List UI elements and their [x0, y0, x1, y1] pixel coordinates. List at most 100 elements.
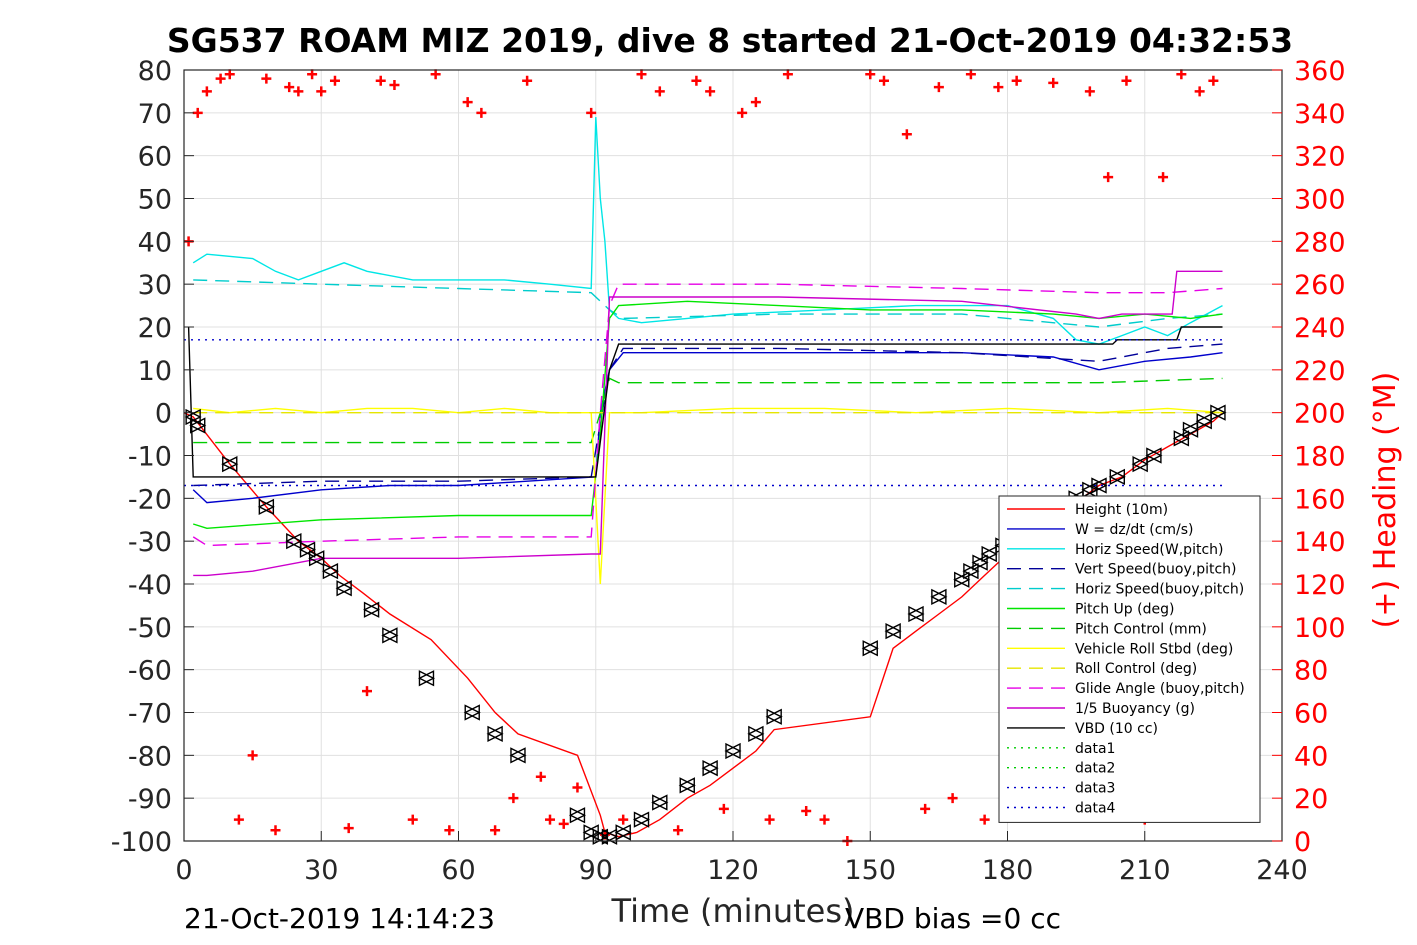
legend-label: Horiz Speed(W,pitch) — [1075, 542, 1223, 558]
vbd-marker — [381, 627, 399, 644]
vbd-marker — [765, 708, 783, 725]
heading-point — [1121, 75, 1132, 86]
vbd-marker — [614, 824, 632, 841]
y2-tick-label: 20 — [1294, 784, 1328, 815]
legend-label: Vert Speed(buoy,pitch) — [1075, 562, 1237, 578]
vbd-marker — [335, 580, 353, 597]
heading-point — [247, 750, 258, 761]
heading-point — [901, 129, 912, 140]
legend-label: data4 — [1075, 801, 1116, 817]
vbd-marker — [930, 588, 948, 605]
y-tick-label: 70 — [138, 99, 172, 130]
heading-point — [558, 818, 569, 829]
y2-tick-label: 80 — [1294, 656, 1328, 687]
heading-point — [224, 69, 235, 80]
series-line — [193, 343, 1223, 487]
heading-point — [362, 686, 372, 697]
y2-tick-label: 100 — [1294, 613, 1346, 644]
heading-point — [654, 86, 665, 97]
x-tick-label: 60 — [441, 855, 475, 886]
heading-point — [284, 82, 295, 93]
heading-point — [1084, 86, 1095, 97]
heading-point — [865, 69, 876, 80]
y2-tick-label: 200 — [1294, 399, 1346, 430]
vbd-marker — [568, 807, 587, 824]
vbd-marker — [980, 545, 998, 563]
heading-point — [691, 75, 702, 86]
heading-point — [965, 69, 976, 80]
heading-point — [444, 825, 455, 836]
vbd-marker — [486, 725, 504, 743]
x-tick-label: 210 — [1119, 855, 1171, 886]
heading-point — [618, 814, 629, 825]
legend-label: Height (10m) — [1075, 502, 1168, 518]
heading-point — [535, 771, 546, 782]
heading-point — [782, 69, 793, 80]
heading-point — [522, 75, 533, 86]
heading-point — [1194, 86, 1205, 97]
timestamp-footer: 21-Oct-2019 14:14:23 — [184, 902, 495, 935]
series-line — [193, 270, 1223, 577]
y-tick-label: 20 — [138, 313, 172, 344]
chart-title: SG537 ROAM MIZ 2019, dive 8 started 21-O… — [167, 21, 1293, 60]
y-tick-label: -90 — [128, 784, 172, 815]
heading-point — [233, 814, 244, 825]
vbd-marker — [1172, 430, 1190, 447]
heading-point — [737, 107, 748, 118]
y-tick-label: -40 — [128, 570, 172, 601]
heading-point — [476, 107, 487, 118]
heading-point — [979, 814, 990, 825]
legend-label: data3 — [1075, 781, 1115, 797]
heading-point — [1208, 75, 1219, 86]
y-tick-label: -50 — [128, 613, 172, 644]
y2-tick-label: 240 — [1294, 313, 1346, 344]
vbd-marker — [678, 777, 696, 794]
legend-label: Pitch Up (deg) — [1075, 602, 1174, 618]
vbd-marker — [308, 550, 326, 567]
legend-label: 1/5 Buoyancy (g) — [1075, 701, 1195, 717]
vbd-marker — [884, 622, 902, 640]
series-line — [192, 352, 1223, 504]
right-axis-label: (+) Heading (°M) — [1368, 372, 1403, 629]
x-tick-label: 0 — [175, 855, 192, 886]
y-tick-label: -30 — [128, 527, 172, 558]
heading-point — [933, 82, 944, 93]
legend-label: Roll Control (deg) — [1075, 661, 1197, 677]
heading-point — [1103, 172, 1114, 183]
heading-point — [586, 107, 597, 118]
vbd-marker — [971, 554, 989, 571]
heading-point — [293, 86, 304, 97]
x-axis-label: Time (minutes) — [611, 892, 855, 930]
series-line — [192, 300, 1223, 530]
vbd-marker — [321, 563, 339, 580]
vbd-marker — [953, 571, 971, 588]
vbd-marker — [1090, 477, 1108, 494]
vbd-marker — [591, 828, 609, 845]
y2-tick-label: 180 — [1294, 442, 1346, 473]
heading-point — [430, 69, 441, 80]
vbd-marker — [189, 417, 207, 434]
legend-label: data1 — [1075, 741, 1115, 757]
legend-label: W = dz/dt (cm/s) — [1075, 522, 1194, 538]
heading-point — [636, 69, 647, 80]
legend-label: VBD (10 cc) — [1075, 721, 1158, 737]
x-tick-label: 90 — [579, 855, 613, 886]
y-tick-label: 60 — [138, 142, 172, 173]
vbd-marker — [463, 704, 481, 721]
heading-point — [993, 82, 1004, 93]
heading-point — [1176, 69, 1187, 80]
heading-point — [1011, 75, 1022, 86]
heading-point — [307, 69, 318, 80]
heading-point — [270, 825, 281, 836]
vbd-marker — [907, 605, 925, 623]
legend-label: Glide Angle (buoy,pitch) — [1075, 681, 1245, 697]
y2-tick-label: 60 — [1294, 699, 1328, 730]
vbd-marker — [1209, 404, 1227, 421]
legend-label: Horiz Speed(buoy,pitch) — [1075, 582, 1244, 598]
vbd-marker — [651, 794, 669, 811]
heading-point — [750, 97, 761, 108]
vbd-marker — [861, 640, 879, 657]
legend-label: Vehicle Roll Stbd (deg) — [1075, 641, 1233, 657]
heading-point — [718, 803, 729, 814]
